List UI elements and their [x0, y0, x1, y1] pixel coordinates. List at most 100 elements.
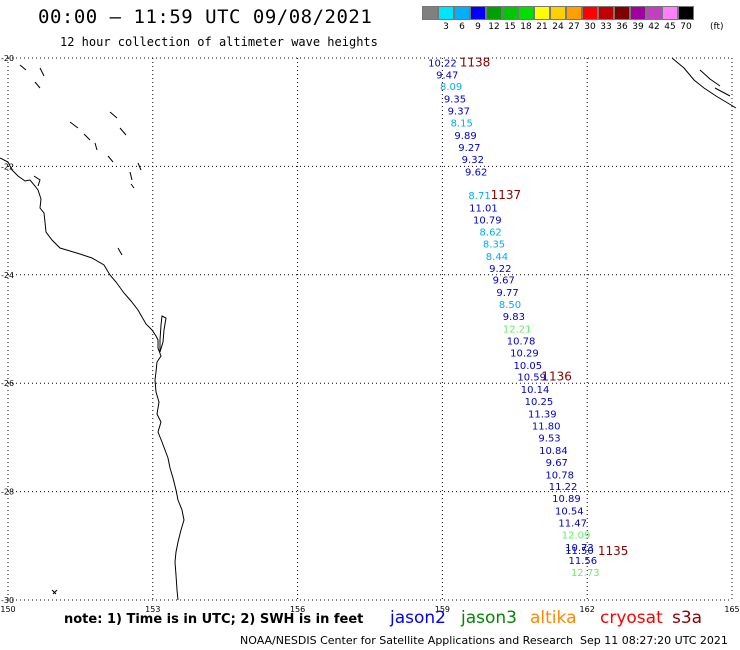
wave-height-label: 10.54	[555, 507, 584, 518]
page-title: 00:00 – 11:59 UTC 09/08/2021	[38, 6, 373, 28]
color-swatch-5	[502, 6, 518, 20]
wave-height-label: 10.22	[428, 58, 457, 69]
color-swatch-12	[614, 6, 630, 20]
wave-height-label: 9.67	[493, 276, 515, 287]
wave-height-label: 10.14	[521, 385, 550, 396]
pass-annotations: 1138 1137 1136 1135	[460, 55, 629, 558]
wave-height-label: 11.47	[558, 518, 587, 529]
wave-height-label: 11.22	[549, 482, 578, 493]
wave-height-label: 8.15	[451, 118, 473, 129]
color-scale-label: 36	[616, 22, 628, 32]
lat-tick-label: -24	[1, 271, 14, 280]
color-scale-label: 12	[488, 22, 500, 32]
coastline	[0, 57, 737, 601]
color-scale-label: 27	[568, 22, 580, 32]
wave-height-label: 10.59	[517, 373, 546, 384]
color-scale-label: 24	[552, 22, 564, 32]
color-scale-label: 39	[632, 22, 644, 32]
lat-tick-label: -28	[1, 488, 14, 497]
color-swatch-14	[646, 6, 662, 20]
wave-height-label: 10.78	[507, 336, 536, 347]
color-swatch-1	[438, 6, 454, 20]
wave-height-label: 10.78	[545, 470, 574, 481]
wave-height-label: 10.89	[552, 494, 581, 505]
satellite-legend-jason2: jason2	[390, 608, 446, 628]
wave-height-label: 8.44	[486, 252, 508, 263]
pass-id-label: 1138	[460, 55, 491, 69]
color-scale-label: 3	[443, 22, 449, 32]
wave-height-label: 8.35	[483, 239, 505, 250]
lon-tick-label: 153	[145, 605, 160, 614]
lon-tick-label: 162	[580, 605, 595, 614]
wave-height-label: 11.80	[532, 421, 561, 432]
axis-tick-labels: 150 153 156 159 162 165 -20 -22 -24 -26 -28 -30	[0, 54, 739, 614]
color-swatch-13	[630, 6, 646, 20]
wave-height-label: 8.62	[480, 227, 502, 238]
wave-height-label: 11.01	[469, 204, 498, 215]
color-scale-label: 45	[664, 22, 676, 32]
new-caledonia	[671, 57, 737, 109]
wave-height-label: 9.47	[436, 70, 458, 81]
wave-height-label: 8.09	[440, 82, 462, 93]
wave-height-label: 9.27	[458, 143, 480, 154]
wave-height-label: 12.21	[503, 324, 532, 335]
wave-height-label: 11.50	[565, 546, 594, 557]
wave-height-label: 10.73	[565, 543, 594, 554]
lat-tick-label: -20	[1, 54, 14, 63]
whitsunday-islands	[69, 121, 142, 181]
satellite-legend-altika: altika	[530, 608, 577, 628]
color-scale-label: 42	[648, 22, 660, 32]
satellite-legend-s3a: s3a	[672, 608, 703, 628]
map-grid	[7, 57, 733, 601]
wave-height-label: 9.53	[538, 433, 560, 444]
color-swatch-16	[678, 6, 694, 20]
lat-tick-label: -30	[1, 596, 14, 605]
wave-height-label: 9.67	[546, 458, 568, 469]
reef-fragments	[19, 64, 135, 256]
color-scale-label: 33	[600, 22, 612, 32]
color-scale-label: 21	[536, 22, 548, 32]
pass-id-label: 1136	[541, 370, 572, 384]
satellite-legend-cryosat: cryosat	[600, 608, 663, 628]
wave-height-label: 9.83	[503, 312, 525, 323]
wave-height-points: 10.229.478.099.359.378.159.899.279.329.6…	[428, 58, 600, 578]
lat-tick-label: -22	[1, 162, 14, 171]
pass-id-label: 1137	[491, 188, 522, 202]
wave-height-label: 10.05	[514, 361, 543, 372]
credit-text: NOAA/NESDIS Center for Satellite Applica…	[240, 634, 574, 647]
lon-tick-label: 150	[0, 605, 15, 614]
color-scale-label: 9	[475, 22, 481, 32]
color-scale-label: 70	[680, 22, 692, 32]
wave-height-label: 9.22	[489, 264, 511, 275]
wave-height-label: 10.25	[525, 397, 554, 408]
color-scale-label: 6	[459, 22, 465, 32]
color-swatch-0	[422, 6, 438, 20]
wave-height-label: 9.62	[465, 167, 487, 178]
wave-height-label: 9.35	[444, 95, 466, 106]
color-swatch-15	[662, 6, 678, 20]
generation-timestamp: Sep 11 08:27:20 UTC 2021	[580, 634, 728, 647]
color-swatch-3	[470, 6, 486, 20]
color-scale-labels: 3 6 9 12 15 18 21 24 27 30 33 36 39 42 45 70	[422, 22, 694, 32]
wave-height-label: 8.50	[499, 300, 521, 311]
wave-height-label: 12.09	[562, 530, 591, 541]
wave-height-label: 12.73	[571, 568, 600, 579]
color-swatch-7	[534, 6, 550, 20]
lon-tick-label: 165	[724, 605, 739, 614]
wave-height-label: 9.37	[448, 107, 470, 118]
lord-howe-island	[51, 589, 58, 595]
pass-id-label: 1135	[598, 544, 629, 558]
color-scale-bar	[422, 6, 694, 20]
wave-height-label: 10.79	[473, 216, 502, 227]
color-swatch-11	[598, 6, 614, 20]
australia-coastline	[0, 157, 185, 601]
wave-height-label: 10.29	[510, 348, 539, 359]
color-swatch-4	[486, 6, 502, 20]
wave-height-label: 9.77	[496, 288, 518, 299]
color-swatch-8	[550, 6, 566, 20]
color-scale-label: 18	[520, 22, 532, 32]
page-subtitle: 12 hour collection of altimeter wave hei…	[60, 35, 378, 49]
lat-tick-label: -26	[1, 379, 14, 388]
lon-tick-label: 159	[435, 605, 450, 614]
